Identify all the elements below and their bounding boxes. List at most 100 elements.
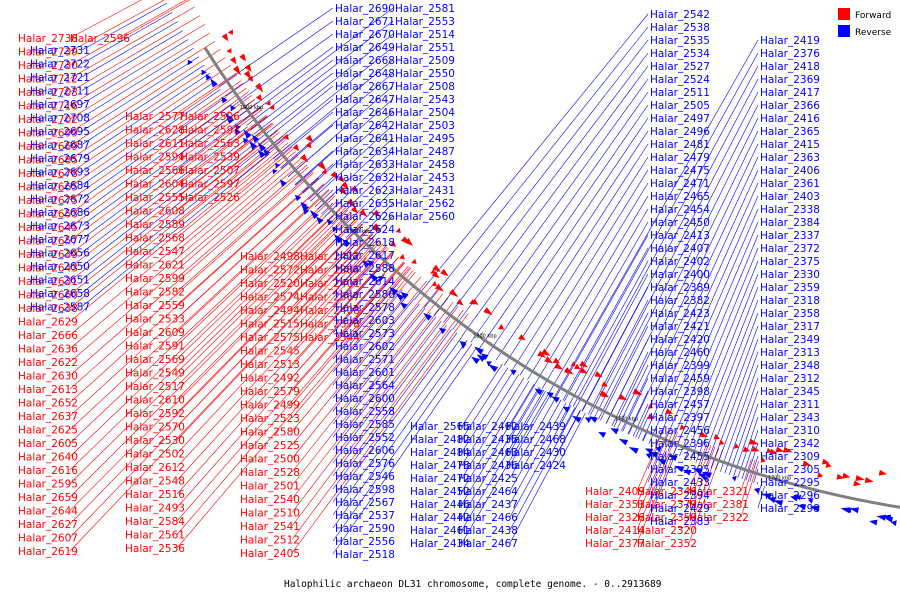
reverse-gene-label: Halar_2361 bbox=[760, 178, 820, 190]
forward-feature bbox=[713, 433, 721, 440]
feature-arrow bbox=[317, 161, 327, 171]
feature-arrow bbox=[645, 453, 652, 459]
leader-line bbox=[519, 169, 649, 376]
forward-feature bbox=[775, 446, 785, 453]
reverse-gene-label: Halar_2504 bbox=[395, 107, 455, 119]
leader-line bbox=[594, 312, 649, 418]
reverse-feature bbox=[400, 302, 408, 310]
reverse-feature bbox=[796, 494, 802, 501]
leader-line bbox=[69, 57, 226, 160]
forward-feature bbox=[579, 360, 589, 368]
reverse-feature bbox=[187, 59, 193, 66]
leader-line bbox=[69, 129, 278, 295]
reverse-gene-label: Halar_2626 bbox=[335, 211, 395, 223]
leader-line bbox=[461, 363, 503, 427]
reverse-gene-label: Halar_2435 bbox=[458, 434, 518, 446]
reverse-gene-label: Halar_2603 bbox=[335, 315, 395, 327]
feature-arrow bbox=[885, 516, 893, 523]
leader-line bbox=[176, 270, 414, 549]
forward-gene-label: Halar_2547 bbox=[125, 246, 185, 258]
leader-line bbox=[291, 229, 370, 311]
forward-gene-label: Halar_2541 bbox=[240, 521, 300, 533]
leader-line bbox=[509, 387, 541, 440]
leader-line bbox=[332, 316, 437, 451]
leader-line bbox=[309, 124, 394, 202]
reverse-feature bbox=[252, 134, 260, 143]
forward-gene-label: Halar_2622 bbox=[18, 357, 78, 369]
reverse-gene-label: Halar_2397 bbox=[650, 412, 710, 424]
forward-gene-label: Halar_2643 bbox=[18, 263, 78, 275]
leader-line bbox=[503, 143, 649, 366]
feature-arrow bbox=[775, 446, 785, 453]
leader-line bbox=[81, 39, 189, 105]
leader-line bbox=[69, 122, 273, 282]
feature-arrow bbox=[430, 268, 436, 274]
feature-arrow bbox=[698, 431, 709, 437]
reverse-feature bbox=[400, 291, 409, 299]
leader-line bbox=[636, 431, 678, 531]
forward-feature bbox=[537, 350, 547, 358]
forward-feature bbox=[647, 413, 655, 419]
forward-gene-label: Halar_2597 bbox=[180, 179, 240, 191]
reverse-gene-label: Halar_2590 bbox=[335, 523, 395, 535]
leader-line bbox=[332, 312, 431, 438]
leader-line bbox=[452, 65, 649, 330]
feature-arrow bbox=[243, 137, 249, 144]
leader-line bbox=[69, 102, 258, 241]
reverse-gene-label: Halar_2586 bbox=[335, 289, 395, 301]
reverse-gene-label: Halar_2425 bbox=[458, 473, 518, 485]
forward-gene-label: Halar_2628 bbox=[125, 125, 185, 137]
reverse-gene-label: Halar_2618 bbox=[335, 237, 395, 249]
feature-arrow bbox=[718, 439, 725, 446]
forward-feature bbox=[346, 198, 356, 208]
feature-arrow bbox=[797, 504, 807, 511]
reverse-gene-label: Halar_2453 bbox=[395, 172, 455, 184]
forward-feature bbox=[244, 64, 252, 72]
reverse-gene-label: Halar_2695 bbox=[30, 126, 90, 138]
leader-line bbox=[317, 137, 394, 210]
reverse-gene-label: Halar_2455 bbox=[650, 451, 710, 463]
reverse-gene-label: Halar_2658 bbox=[30, 288, 90, 300]
leader-line bbox=[291, 223, 364, 297]
forward-feature bbox=[632, 388, 643, 396]
reverse-gene-label: Halar_2471 bbox=[650, 178, 710, 190]
feature-arrow bbox=[448, 288, 459, 298]
reverse-gene-label: Halar_2296 bbox=[760, 490, 820, 502]
label-leader-lines bbox=[69, 0, 765, 555]
feature-arrow bbox=[438, 327, 447, 335]
leader-line bbox=[308, 176, 334, 200]
reverse-gene-label: Halar_2395 bbox=[650, 464, 710, 476]
leader-line bbox=[69, 95, 252, 228]
forward-gene-label: Halar_2604 bbox=[125, 179, 185, 191]
reverse-gene-label: Halar_2439 bbox=[506, 421, 566, 433]
forward-feature bbox=[594, 371, 603, 378]
feature-arrow bbox=[702, 476, 708, 482]
leader-line bbox=[424, 26, 649, 308]
reverse-gene-label: Halar_2721 bbox=[30, 72, 90, 84]
forward-gene-label: Halar_2414 bbox=[585, 525, 645, 537]
reverse-gene-label: Halar_2466 bbox=[458, 512, 518, 524]
reverse-feature bbox=[362, 261, 370, 269]
reverse-feature bbox=[480, 353, 489, 361]
reverse-gene-label: Halar_2420 bbox=[650, 334, 710, 346]
leader-line bbox=[291, 305, 459, 527]
feature-arrow bbox=[257, 149, 266, 159]
reverse-gene-label: Halar_2731 bbox=[30, 45, 90, 57]
forward-gene-label: Halar_2350 bbox=[637, 512, 697, 524]
tick-label: 1750 kbp bbox=[615, 417, 639, 423]
feature-arrow bbox=[440, 268, 449, 277]
forward-feature bbox=[239, 53, 246, 62]
reverse-feature bbox=[797, 504, 807, 511]
forward-gene-label: Halar_2536 bbox=[125, 543, 185, 555]
forward-gene-label: Halar_2574 bbox=[240, 292, 300, 304]
forward-gene-label: Halar_2636 bbox=[18, 344, 78, 356]
reverse-feature bbox=[702, 476, 708, 482]
feature-arrow bbox=[232, 65, 242, 76]
reverse-feature bbox=[332, 226, 338, 233]
forward-feature bbox=[679, 424, 686, 430]
reverse-gene-label: Halar_2602 bbox=[335, 341, 395, 353]
chromosome-backbone bbox=[203, 47, 900, 509]
feature-arrow bbox=[431, 280, 437, 287]
reverse-gene-label: Halar_2400 bbox=[650, 269, 710, 281]
leader-line bbox=[176, 115, 267, 184]
